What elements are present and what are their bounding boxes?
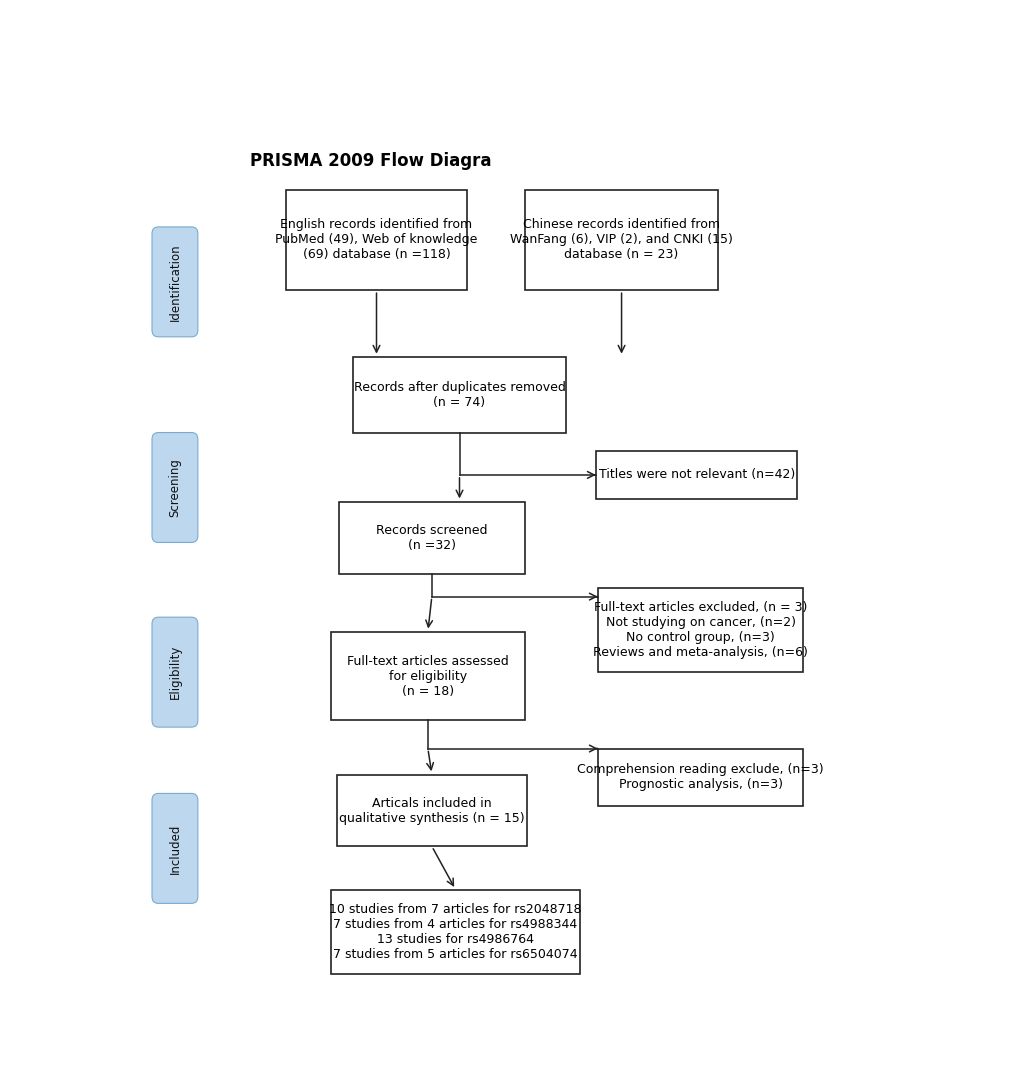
Text: Screening: Screening (168, 458, 181, 517)
Bar (331, 891, 580, 974)
Bar (285, 190, 467, 290)
Bar (597, 589, 803, 673)
Text: Included: Included (168, 823, 181, 873)
Text: Articals included in
qualitative synthesis (n = 15): Articals included in qualitative synthes… (338, 797, 524, 825)
Bar (353, 358, 566, 433)
Bar (338, 502, 524, 573)
Text: PRISMA 2009 Flow Diagra: PRISMA 2009 Flow Diagra (250, 152, 491, 170)
Text: Full-text articles excluded, (n = 3)
Not studying on cancer, (n=2)
No control gr: Full-text articles excluded, (n = 3) Not… (593, 602, 807, 659)
FancyBboxPatch shape (152, 433, 198, 543)
Text: Chinese records identified from
WanFang (6), VIP (2), and CNKI (15)
database (n : Chinese records identified from WanFang … (510, 218, 733, 262)
Text: Eligibility: Eligibility (168, 645, 181, 700)
Text: Titles were not relevant (n=42): Titles were not relevant (n=42) (598, 469, 794, 482)
Text: Full-text articles assessed
for eligibility
(n = 18): Full-text articles assessed for eligibil… (346, 655, 508, 698)
Text: Records after duplicates removed
(n = 74): Records after duplicates removed (n = 74… (354, 382, 565, 409)
Text: Identification: Identification (168, 243, 181, 320)
FancyBboxPatch shape (152, 617, 198, 727)
Bar (597, 749, 803, 806)
Text: Comprehension reading exclude, (n=3)
Prognostic analysis, (n=3): Comprehension reading exclude, (n=3) Pro… (577, 763, 823, 791)
Bar (336, 775, 526, 846)
Text: 10 studies from 7 articles for rs2048718
7 studies from 4 articles for rs4988344: 10 studies from 7 articles for rs2048718… (329, 904, 581, 961)
Bar (595, 450, 797, 499)
Bar (524, 190, 717, 290)
FancyBboxPatch shape (152, 227, 198, 337)
FancyBboxPatch shape (152, 794, 198, 904)
Bar (331, 632, 524, 720)
Text: English records identified from
PubMed (49), Web of knowledge
(69) database (n =: English records identified from PubMed (… (275, 218, 477, 262)
Text: Records screened
(n =32): Records screened (n =32) (376, 524, 487, 552)
